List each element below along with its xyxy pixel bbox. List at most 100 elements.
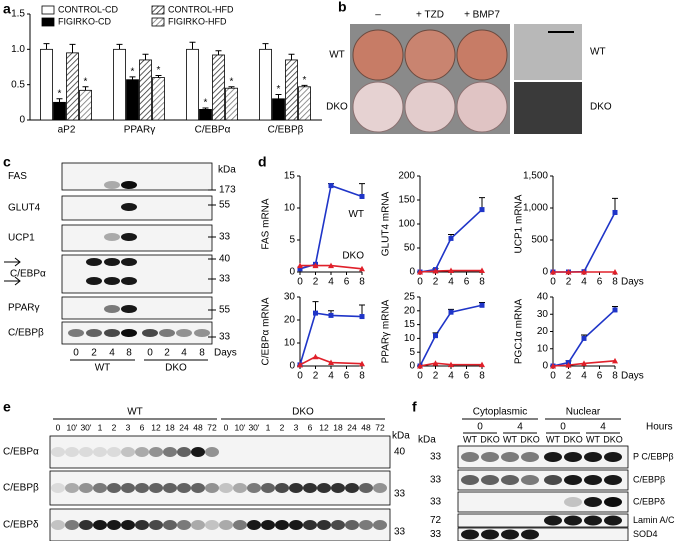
- legend-label: CONTROL-CD: [58, 4, 118, 14]
- x-tick-label: 6: [464, 277, 470, 288]
- group-label: DKO: [165, 363, 187, 374]
- band: [219, 520, 233, 530]
- well: [352, 81, 404, 133]
- marker: [612, 307, 618, 313]
- lane-label: WT: [463, 434, 477, 444]
- blot-label: C/EBPβ: [3, 483, 39, 494]
- blot-strip: [61, 254, 213, 294]
- y-tick-label: 50: [404, 243, 416, 254]
- band: [219, 483, 233, 493]
- lane-label: WT: [503, 434, 517, 444]
- band: [303, 483, 317, 493]
- lane-label: 4: [109, 348, 115, 359]
- y-tick-label: 20: [404, 305, 416, 316]
- band: [584, 452, 602, 462]
- x-tick-label: 0: [550, 371, 556, 382]
- band: [191, 520, 205, 530]
- band: [205, 483, 219, 493]
- well: [404, 29, 456, 81]
- band: [121, 520, 135, 530]
- marker: [479, 207, 485, 213]
- band: [373, 520, 387, 530]
- treatment-label: + BMP7: [464, 10, 500, 21]
- blot-label: C/EBPδ: [3, 520, 39, 531]
- well: [456, 81, 508, 133]
- y-tick-label: 10: [284, 338, 296, 349]
- lane-label: 3: [294, 422, 299, 432]
- bar: [272, 98, 285, 121]
- y-tick-label: 150: [398, 195, 415, 206]
- bar: [259, 48, 272, 121]
- x-tick-label: 2: [566, 371, 572, 382]
- group-label: DKO: [292, 407, 314, 418]
- marker: [328, 312, 334, 318]
- band: [501, 452, 519, 462]
- band: [149, 520, 163, 530]
- band: [373, 483, 387, 493]
- line: [552, 309, 616, 367]
- band: [65, 447, 79, 457]
- x-tick-label: 4: [448, 371, 454, 382]
- marker: [581, 335, 587, 341]
- blot-label: C/EBPβ: [8, 328, 44, 339]
- x-tick-label: 8: [359, 371, 365, 382]
- band: [149, 447, 163, 457]
- band: [521, 452, 539, 462]
- size-marker: 33: [219, 332, 231, 343]
- significance: *: [230, 76, 234, 87]
- lane-label: DKO: [563, 434, 583, 444]
- size-marker: 173: [219, 185, 236, 196]
- legend-swatch: [151, 17, 165, 27]
- x-unit: Days: [621, 277, 644, 288]
- band: [584, 515, 602, 526]
- significance: *: [84, 76, 88, 87]
- y-tick-label: 0: [409, 361, 415, 372]
- y-tick-label: 30: [284, 292, 296, 303]
- x-tick-label: 4: [581, 277, 587, 288]
- band: [461, 475, 479, 485]
- y-tick-label: 5: [289, 235, 295, 246]
- band: [65, 483, 79, 493]
- band: [93, 520, 107, 530]
- x-tick-label: 4: [328, 277, 334, 288]
- lane-label: 4: [181, 348, 187, 359]
- y-tick-label: 1,000: [523, 203, 548, 214]
- bar: [79, 89, 92, 121]
- band: [159, 329, 175, 337]
- band: [121, 203, 137, 211]
- legend-swatch: [41, 17, 55, 27]
- band: [481, 452, 499, 462]
- bar: [212, 54, 225, 121]
- y-axis-label: PPARγ mRNA: [381, 299, 392, 363]
- blot-label: SOD4: [633, 529, 658, 539]
- y-axis-label: FAS mRNA: [261, 198, 272, 249]
- band: [93, 483, 107, 493]
- error-bar: [275, 94, 282, 99]
- band: [501, 529, 519, 540]
- band: [135, 483, 149, 493]
- band: [604, 515, 622, 526]
- blot-strip: [49, 435, 391, 469]
- band: [331, 520, 345, 530]
- marker: [581, 360, 587, 366]
- blot-strip: [457, 513, 629, 528]
- band: [521, 475, 539, 485]
- band: [176, 329, 192, 337]
- blot-label: C/EBPα: [3, 447, 39, 458]
- marker: [328, 359, 334, 366]
- lane-label: 12: [151, 422, 161, 432]
- band: [289, 520, 303, 530]
- band: [544, 452, 562, 462]
- band: [317, 520, 331, 530]
- y-tick-label: 1,500: [523, 171, 548, 182]
- lane-label: 3: [126, 422, 131, 432]
- lane-label: 18: [165, 422, 175, 432]
- x-tick-label: 6: [344, 277, 350, 288]
- band: [121, 233, 137, 241]
- blot-strip: [61, 195, 213, 221]
- lane-label: 72: [207, 422, 217, 432]
- band: [481, 475, 499, 485]
- band: [93, 447, 107, 457]
- size-marker: 72: [430, 515, 442, 526]
- y-tick-label: 40: [537, 292, 549, 303]
